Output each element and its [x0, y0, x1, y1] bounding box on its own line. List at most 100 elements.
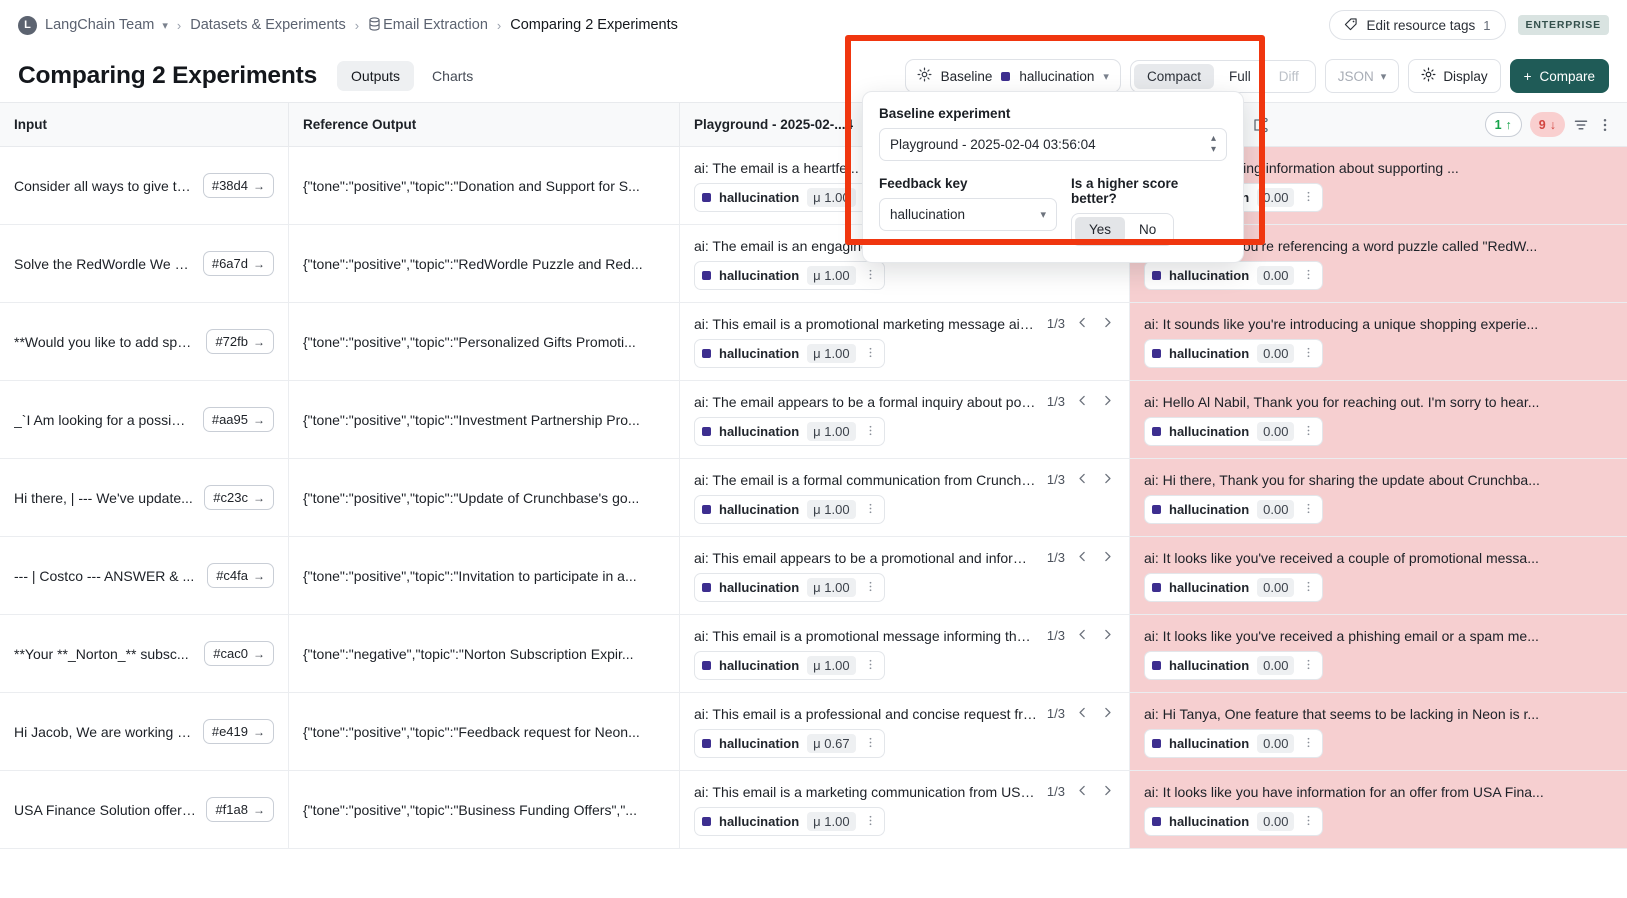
view-mode-full[interactable]: Full	[1228, 68, 1251, 84]
feedback-chip[interactable]: hallucination μ 1.00	[694, 806, 885, 836]
example-id-chip[interactable]: #c23c →	[204, 485, 274, 510]
input-cell[interactable]: USA Finance Solution offers ... #f1a8 →	[0, 771, 289, 848]
reference-output-cell[interactable]: {"tone":"positive","topic":"Invitation t…	[289, 537, 680, 614]
column-header-reference-output[interactable]: Reference Output	[289, 103, 680, 146]
edit-resource-tags-button[interactable]: Edit resource tags 1	[1329, 10, 1506, 40]
more-options-icon[interactable]	[1302, 424, 1315, 439]
experiment-b-cell[interactable]: ai: It looks like you've received a coup…	[1130, 537, 1627, 614]
feedback-chip[interactable]: hallucination μ 1.00	[694, 416, 885, 446]
more-options-icon[interactable]	[1302, 346, 1315, 361]
feedback-chip[interactable]: hallucination μ 1.00	[694, 572, 885, 602]
breadcrumb-item-datasets[interactable]: Datasets & Experiments	[190, 17, 346, 33]
more-options-icon[interactable]	[864, 658, 877, 673]
table-row[interactable]: **Your **_Norton_** subsc... #cac0 → {"tone…	[0, 615, 1627, 693]
next-run-icon[interactable]	[1100, 472, 1115, 488]
reference-output-cell[interactable]: {"tone":"positive","topic":"Investment P…	[289, 381, 680, 458]
improved-badge[interactable]: 1 ↑	[1484, 112, 1522, 137]
baseline-button[interactable]: Baseline hallucination ▾	[904, 59, 1121, 93]
more-options-icon[interactable]	[864, 346, 877, 361]
table-row[interactable]: _`I Am looking for a possibl... #aa95 → {"t…	[0, 381, 1627, 459]
regressed-badge[interactable]: 9 ↓	[1529, 112, 1565, 137]
table-row[interactable]: Hi Jacob, We are working to... #e419 → {"to…	[0, 693, 1627, 771]
example-id-chip[interactable]: #cac0 →	[204, 641, 274, 666]
input-cell[interactable]: **Your **_Norton_** subsc... #cac0 →	[0, 615, 289, 692]
input-cell[interactable]: Hi there, | --- We've update... #c23c →	[0, 459, 289, 536]
reference-output-cell[interactable]: {"tone":"positive","topic":"Donation and…	[289, 147, 680, 224]
table-row[interactable]: **Would you like to add spe... #72fb → {"to…	[0, 303, 1627, 381]
feedback-chip[interactable]: hallucination 0.00	[1144, 650, 1324, 680]
feedback-chip[interactable]: hallucination 0.00	[1144, 338, 1324, 368]
experiment-b-cell[interactable]: ai: It looks like you have information f…	[1130, 771, 1627, 848]
table-row[interactable]: --- | Costco --- ANSWER & ... #c4fa → {"ton…	[0, 537, 1627, 615]
view-mode-compact[interactable]: Compact	[1133, 63, 1214, 89]
compare-tree-icon[interactable]	[1253, 117, 1269, 133]
more-options-icon[interactable]	[864, 736, 877, 751]
example-id-chip[interactable]: #72fb →	[206, 329, 274, 354]
higher-better-no[interactable]: No	[1139, 222, 1157, 237]
reference-output-cell[interactable]: {"tone":"positive","topic":"Personalized…	[289, 303, 680, 380]
feedback-chip[interactable]: hallucination 0.00	[1144, 572, 1324, 602]
feedback-chip[interactable]: hallucination 0.00	[1144, 806, 1324, 836]
prev-run-icon[interactable]	[1075, 706, 1090, 722]
example-id-chip[interactable]: #38d4 →	[202, 173, 274, 198]
prev-run-icon[interactable]	[1075, 628, 1090, 644]
view-mode-diff[interactable]: Diff	[1278, 68, 1299, 84]
table-row[interactable]: Consider all ways to give to... #38d4 → {"t…	[0, 147, 1627, 225]
feedback-chip[interactable]: hallucination μ 1.00	[694, 260, 885, 290]
reference-output-cell[interactable]: {"tone":"negative","topic":"Norton Subsc…	[289, 615, 680, 692]
feedback-chip[interactable]: hallucination μ 0.67	[694, 728, 885, 758]
more-options-icon[interactable]	[864, 814, 877, 829]
next-run-icon[interactable]	[1100, 316, 1115, 332]
experiment-a-cell[interactable]: ai: This email is a professional and con…	[680, 693, 1130, 770]
feedback-chip[interactable]: hallucination μ 1.00	[694, 494, 885, 524]
json-format-button[interactable]: JSON ▾	[1324, 59, 1400, 93]
prev-run-icon[interactable]	[1075, 394, 1090, 410]
table-row[interactable]: Solve the RedWordle We kn... #6a7d → {"tone…	[0, 225, 1627, 303]
chevron-down-icon[interactable]: ▾	[1103, 70, 1109, 83]
example-id-chip[interactable]: #6a7d →	[202, 251, 274, 276]
breadcrumb-item-dataset[interactable]: Email Extraction	[368, 17, 488, 33]
reference-output-cell[interactable]: {"tone":"positive","topic":"Feedback req…	[289, 693, 680, 770]
next-run-icon[interactable]	[1100, 628, 1115, 644]
feedback-chip[interactable]: hallucination 0.00	[1144, 728, 1324, 758]
more-options-icon[interactable]	[1597, 117, 1613, 133]
more-options-icon[interactable]	[864, 268, 877, 283]
experiment-a-cell[interactable]: ai: The email is a formal communication …	[680, 459, 1130, 536]
experiment-b-cell[interactable]: ai: Hi Tanya, One feature that seems to …	[1130, 693, 1627, 770]
feedback-chip[interactable]: hallucination μ 1.00	[694, 182, 885, 212]
more-options-icon[interactable]	[864, 424, 877, 439]
feedback-chip[interactable]: hallucination μ 1.00	[694, 338, 885, 368]
experiment-a-cell[interactable]: ai: This email is a promotional marketin…	[680, 303, 1130, 380]
reference-output-cell[interactable]: {"tone":"positive","topic":"Business Fun…	[289, 771, 680, 848]
more-options-icon[interactable]	[1302, 268, 1315, 283]
reference-output-cell[interactable]: {"tone":"positive","topic":"RedWordle Pu…	[289, 225, 680, 302]
more-options-icon[interactable]	[864, 580, 877, 595]
more-options-icon[interactable]	[1302, 736, 1315, 751]
chevron-down-icon[interactable]: ▾	[1380, 70, 1387, 83]
tab-outputs[interactable]: Outputs	[337, 61, 415, 91]
experiment-b-cell[interactable]: ai: Hi there, Thank you for sharing the …	[1130, 459, 1627, 536]
next-run-icon[interactable]	[1100, 784, 1115, 800]
display-button[interactable]: Display	[1408, 59, 1501, 93]
experiment-a-cell[interactable]: ai: The email is an engaging, promotiona…	[680, 225, 1130, 302]
next-run-icon[interactable]	[1100, 550, 1115, 566]
table-row[interactable]: Hi there, | --- We've update... #c23c → {"t…	[0, 459, 1627, 537]
more-options-icon[interactable]	[864, 502, 877, 517]
example-id-chip[interactable]: #aa95 →	[202, 407, 274, 432]
experiment-b-cell[interactable]: ai: Hello Al Nabil, Thank you for reachi…	[1130, 381, 1627, 458]
next-run-icon[interactable]	[1100, 394, 1115, 410]
experiment-a-cell[interactable]: ai: This email is a promotional message …	[680, 615, 1130, 692]
chevron-down-icon[interactable]: ▾	[162, 19, 168, 32]
more-options-icon[interactable]	[1302, 580, 1315, 595]
feedback-chip[interactable]: hallucination 0.00	[1144, 416, 1324, 446]
more-options-icon[interactable]	[1302, 658, 1315, 673]
feedback-key-select[interactable]: hallucination ▾	[879, 198, 1057, 231]
filter-icon[interactable]	[1573, 117, 1589, 133]
prev-run-icon[interactable]	[1075, 472, 1090, 488]
table-row[interactable]: USA Finance Solution offers ... #f1a8 → {"t…	[0, 771, 1627, 849]
prev-run-icon[interactable]	[1075, 784, 1090, 800]
column-header-input[interactable]: Input	[0, 103, 289, 146]
example-id-chip[interactable]: #e419 →	[202, 719, 274, 744]
compare-button[interactable]: + Compare	[1509, 59, 1609, 93]
experiment-a-cell[interactable]: ai: The email appears to be a formal inq…	[680, 381, 1130, 458]
